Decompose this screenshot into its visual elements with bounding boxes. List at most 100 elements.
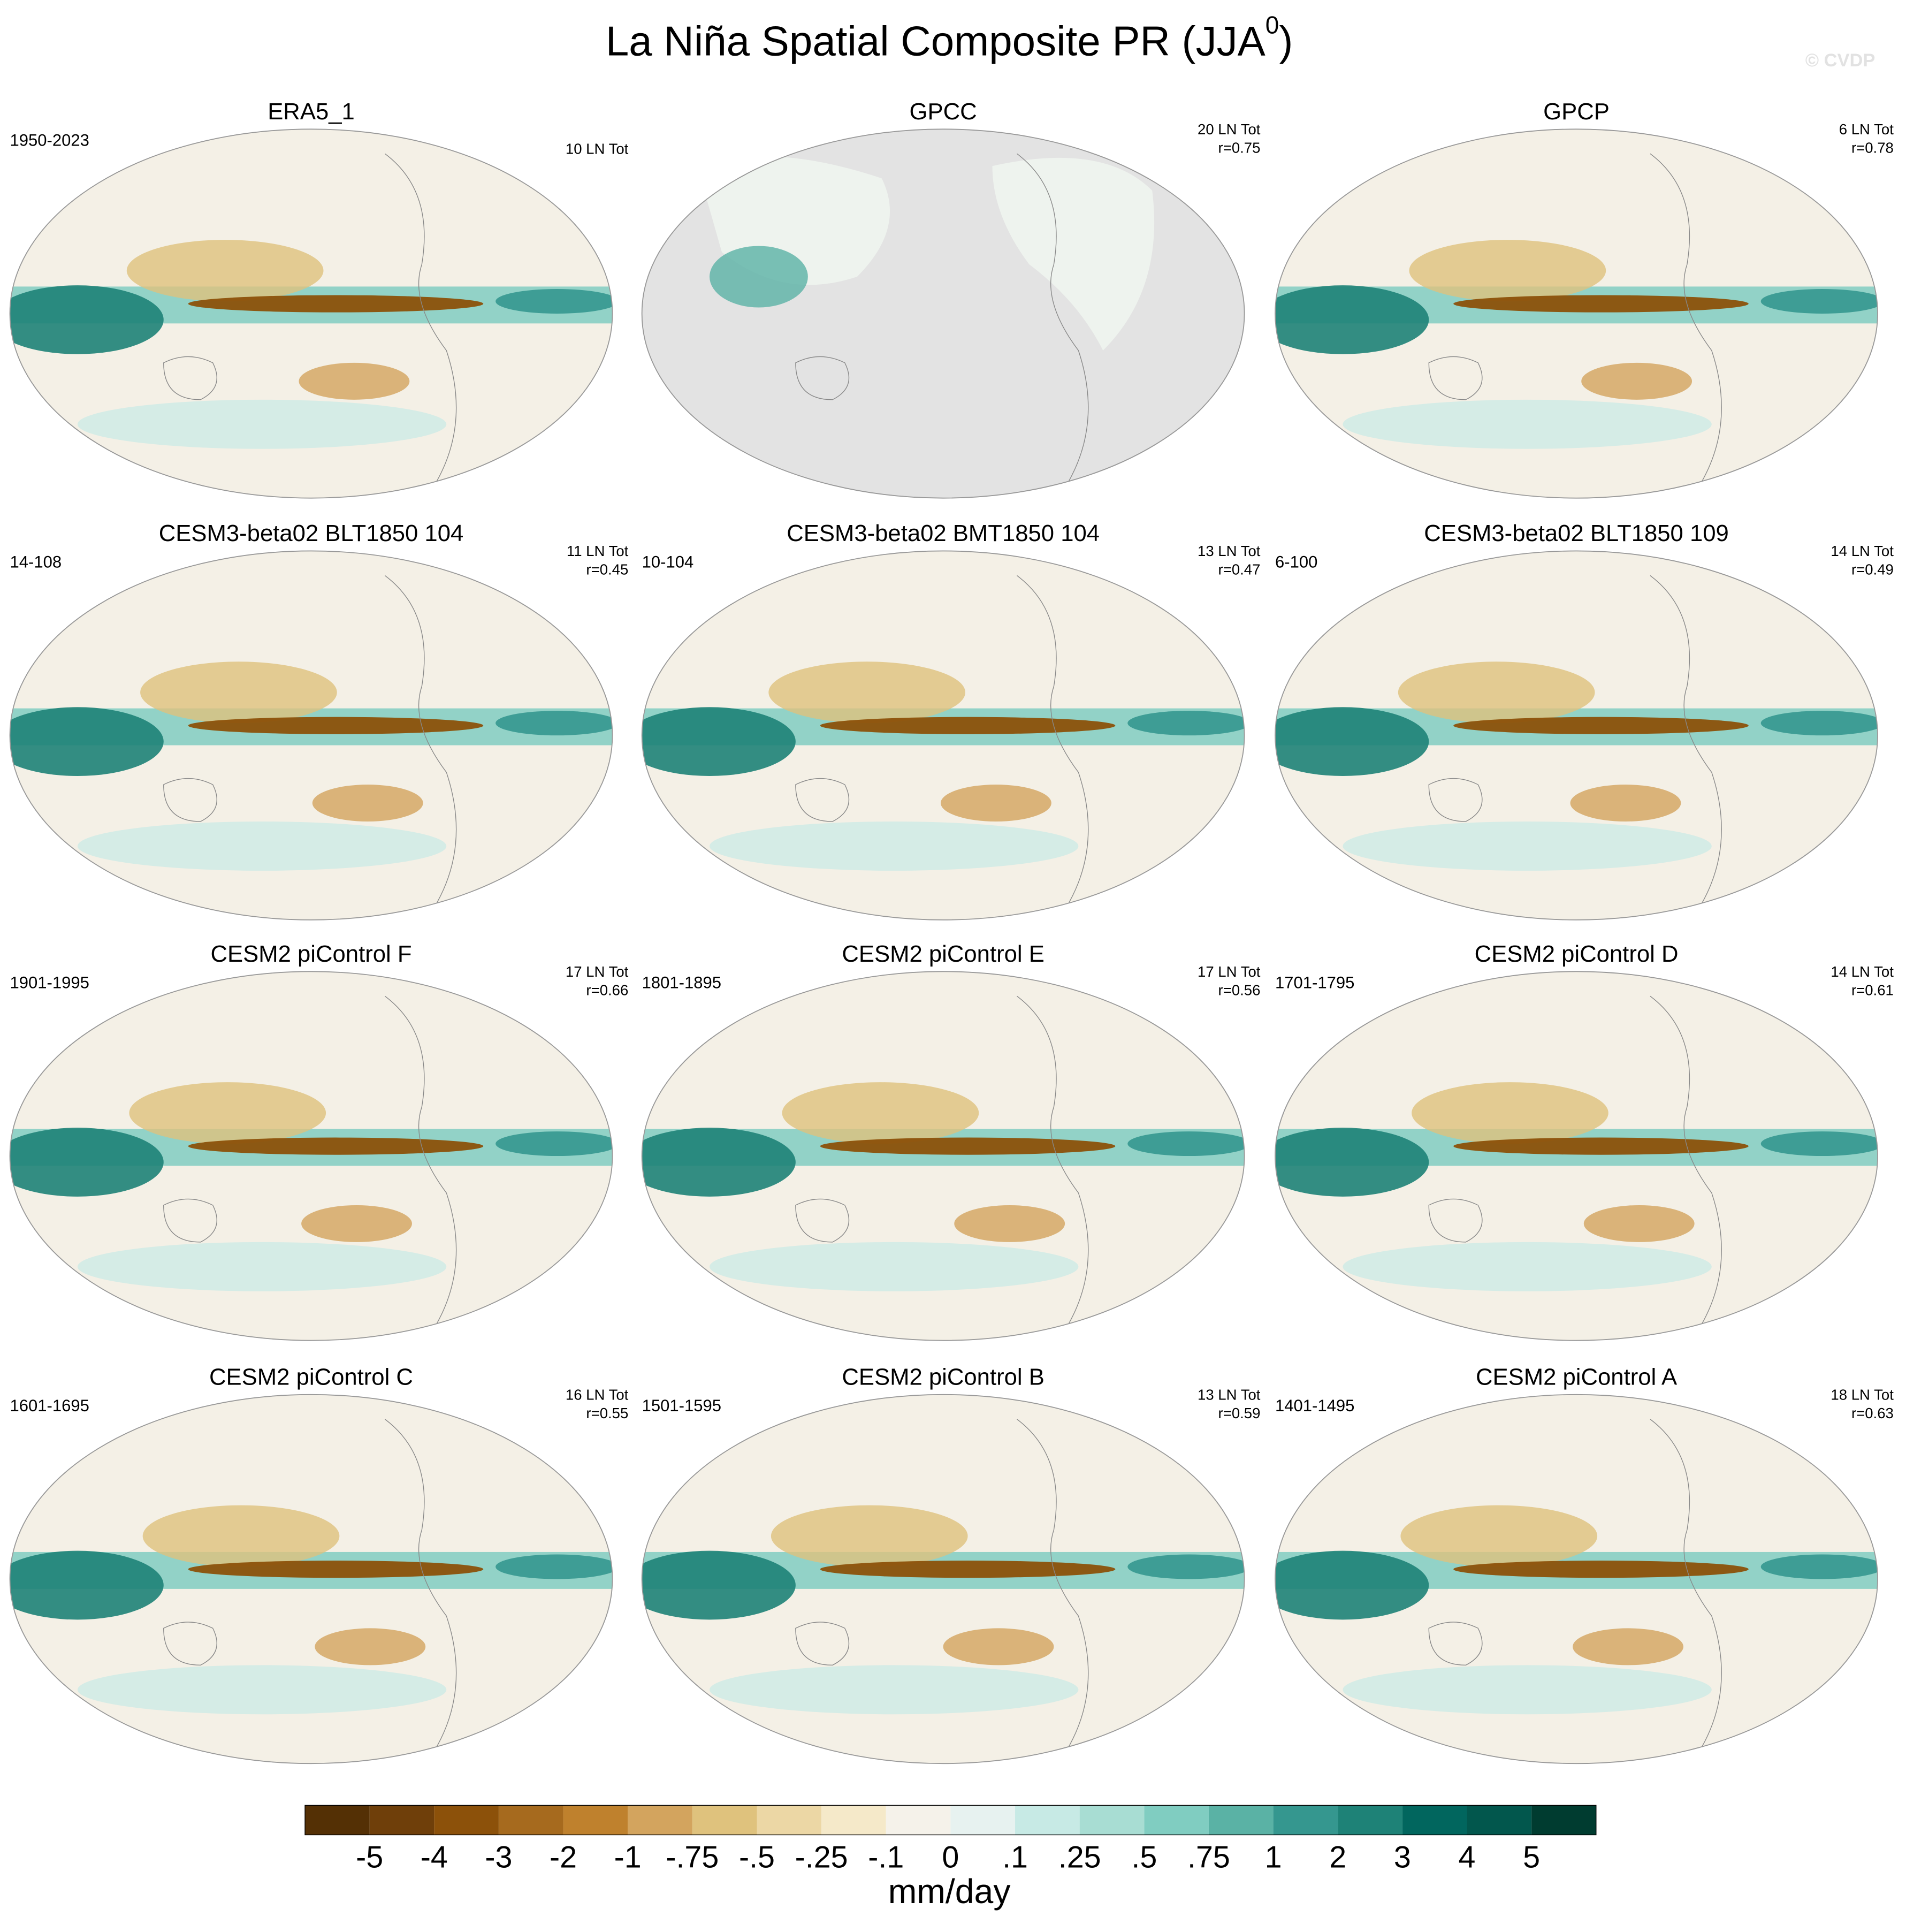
wet-anomaly xyxy=(1275,1128,1429,1197)
wet-anomaly xyxy=(77,1665,447,1715)
panel-title: CESM3-beta02 BLT1850 109 xyxy=(1424,520,1729,546)
map xyxy=(10,971,613,1341)
panel-stats: 11 LN Tot xyxy=(567,543,629,559)
colorbar-frame xyxy=(304,1805,1597,1836)
coastline xyxy=(1017,575,1089,908)
wet-anomaly xyxy=(10,1550,164,1620)
colorbar-label: -.5 xyxy=(739,1840,775,1875)
colorbar-label: 4 xyxy=(1459,1840,1476,1875)
dry-anomaly xyxy=(315,1628,426,1665)
panel-stats: 17 LN Tot xyxy=(566,963,629,980)
wet-anomaly xyxy=(1760,289,1878,314)
panel-stats: 18 LN Tot xyxy=(1831,1386,1894,1403)
panel-stats: r=0.45 xyxy=(586,561,628,578)
wet-anomaly xyxy=(77,399,447,449)
colorbar-label: 3 xyxy=(1394,1840,1411,1875)
coastline xyxy=(1428,778,1483,822)
colorbar-box xyxy=(950,1805,1016,1835)
wet-anomaly xyxy=(1275,285,1429,354)
map-outline xyxy=(641,971,1245,1341)
wet-anomaly xyxy=(1343,1242,1712,1291)
colorbar-box xyxy=(1208,1805,1274,1835)
wet-anomaly xyxy=(1760,1554,1878,1579)
coastline xyxy=(1017,1419,1089,1752)
coastline xyxy=(163,356,217,400)
panel-title: CESM2 piControl C xyxy=(209,1364,413,1390)
panel-title: GPCP xyxy=(1543,98,1610,125)
land xyxy=(992,157,1155,351)
map-outline xyxy=(641,1394,1245,1764)
wet-anomaly xyxy=(10,1128,164,1197)
map xyxy=(642,551,1245,920)
dry-anomaly xyxy=(301,1205,412,1242)
dry-anomaly xyxy=(820,1137,1116,1155)
wet-anomaly xyxy=(1343,1665,1712,1715)
dry-anomaly xyxy=(1409,240,1606,301)
colorbar-label: -.75 xyxy=(666,1840,719,1875)
coastline xyxy=(384,1419,457,1752)
wet-anomaly xyxy=(1127,1131,1245,1157)
colorbar-box xyxy=(1079,1805,1145,1835)
dry-anomaly xyxy=(1412,1082,1608,1144)
dry-anomaly xyxy=(820,1561,1116,1578)
map xyxy=(642,129,1245,498)
colorbar-label: 5 xyxy=(1523,1840,1540,1875)
coastline xyxy=(163,1198,217,1243)
wet-anomaly xyxy=(1275,1550,1429,1620)
panel-period: 1801-1895 xyxy=(642,973,721,992)
map-outline xyxy=(1275,128,1878,499)
colorbar-label: .25 xyxy=(1058,1840,1101,1875)
map-outline xyxy=(1275,550,1878,921)
panel-title: CESM2 piControl A xyxy=(1476,1364,1678,1390)
dry-anomaly xyxy=(1453,295,1749,313)
coastline xyxy=(1428,1622,1483,1666)
map xyxy=(642,971,1245,1341)
wet-anomaly xyxy=(1127,1554,1245,1579)
colorbar-box xyxy=(1402,1805,1467,1835)
panel-stats: r=0.63 xyxy=(1851,1405,1894,1421)
panel-stats: 13 LN Tot xyxy=(1198,543,1261,559)
map-outline xyxy=(9,1394,613,1764)
colorbar-box xyxy=(369,1805,434,1835)
wet-anomaly xyxy=(642,1128,796,1197)
panel-stats: r=0.78 xyxy=(1851,139,1894,156)
dry-anomaly xyxy=(954,1205,1065,1242)
map xyxy=(10,551,613,920)
wet-anomaly xyxy=(10,285,164,354)
dry-anomaly xyxy=(1453,1137,1749,1155)
panel-title: CESM2 piControl B xyxy=(842,1364,1044,1390)
wet-anomaly xyxy=(495,1554,613,1579)
panel-stats: r=0.56 xyxy=(1218,982,1261,998)
coastline xyxy=(1650,575,1722,908)
panel-period: 6-100 xyxy=(1275,553,1317,572)
wet-anomaly xyxy=(77,821,447,871)
dry-anomaly xyxy=(771,1505,968,1567)
map-outline xyxy=(641,128,1245,499)
colorbar-label: -5 xyxy=(356,1840,383,1875)
coastline xyxy=(384,575,457,908)
panel-stats: 13 LN Tot xyxy=(1198,1386,1261,1403)
wet-anomaly xyxy=(642,1550,796,1620)
panel-period: 1501-1595 xyxy=(642,1396,721,1415)
colorbar-box xyxy=(1273,1805,1338,1835)
colorbar-box xyxy=(1144,1805,1209,1835)
dry-anomaly xyxy=(188,295,484,313)
figure-title: La Niña Spatial Composite PR (JJA0) xyxy=(606,11,1293,65)
wet-anomaly xyxy=(495,711,613,736)
panel-stats: 16 LN Tot xyxy=(566,1386,629,1403)
dry-anomaly xyxy=(1453,1561,1749,1578)
wet-anomaly xyxy=(642,707,796,776)
coastline xyxy=(1428,1198,1483,1243)
panel-period: 1901-1995 xyxy=(10,973,89,992)
dry-anomaly xyxy=(299,362,410,400)
panel-title: CESM3-beta02 BLT1850 104 xyxy=(159,520,464,546)
panel-title: CESM3-beta02 BMT1850 104 xyxy=(787,520,1100,546)
coastline xyxy=(795,1198,850,1243)
wet-anomaly xyxy=(1760,711,1878,736)
colorbar-box xyxy=(1338,1805,1402,1835)
colorbar-box xyxy=(757,1805,822,1835)
panel-stats: 10 LN Tot xyxy=(566,141,629,157)
map-outline xyxy=(641,550,1245,921)
colorbar-box xyxy=(628,1805,692,1835)
colorbar-label: -.1 xyxy=(868,1840,904,1875)
